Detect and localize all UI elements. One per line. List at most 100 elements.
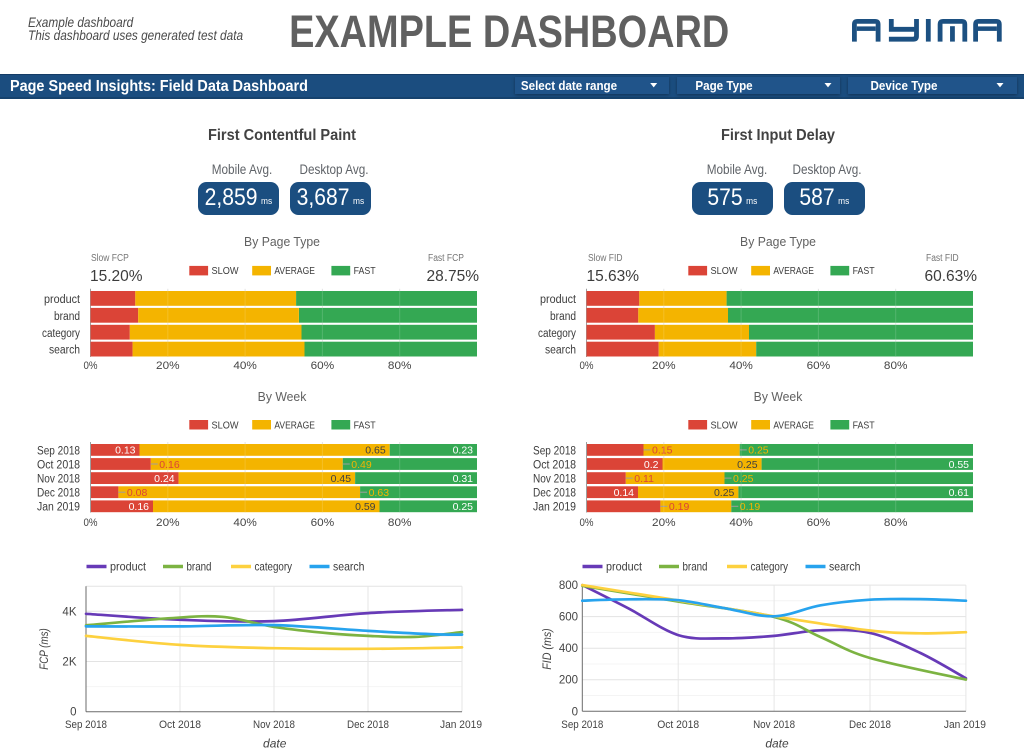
svg-text:800: 800: [559, 580, 578, 592]
svg-text:80%: 80%: [388, 360, 412, 372]
svg-text:0.15: 0.15: [652, 445, 673, 457]
svg-text:80%: 80%: [884, 517, 908, 529]
svg-text:AVERAGE: AVERAGE: [274, 265, 315, 277]
svg-text:0%: 0%: [580, 517, 594, 529]
svg-text:AVERAGE: AVERAGE: [773, 419, 814, 431]
svg-text:0.16: 0.16: [159, 459, 180, 471]
svg-text:Oct 2018: Oct 2018: [159, 719, 201, 731]
svg-text:600: 600: [559, 612, 578, 624]
svg-text:FAST: FAST: [853, 265, 875, 277]
svg-text:date: date: [263, 737, 287, 751]
svg-text:brand: brand: [187, 560, 212, 574]
svg-text:search: search: [49, 345, 80, 357]
svg-text:0.25: 0.25: [453, 501, 474, 513]
svg-text:20%: 20%: [156, 517, 180, 529]
svg-text:Nov 2018: Nov 2018: [37, 474, 80, 486]
svg-text:Oct 2018: Oct 2018: [37, 459, 80, 471]
svg-text:4K: 4K: [62, 606, 76, 618]
svg-text:0%: 0%: [84, 360, 98, 372]
svg-text:60%: 60%: [311, 360, 335, 372]
svg-text:80%: 80%: [388, 517, 412, 529]
svg-text:Dec 2018: Dec 2018: [347, 719, 389, 731]
svg-text:0.25: 0.25: [733, 473, 754, 485]
svg-text:brand: brand: [54, 311, 80, 323]
svg-text:0.11: 0.11: [634, 473, 654, 485]
svg-text:FCP (ms): FCP (ms): [39, 628, 51, 670]
svg-text:0.16: 0.16: [129, 501, 150, 513]
svg-text:search: search: [829, 560, 861, 574]
svg-text:0.19: 0.19: [740, 501, 761, 513]
svg-text:category: category: [255, 560, 293, 574]
svg-text:Nov 2018: Nov 2018: [253, 719, 295, 731]
svg-text:0.25: 0.25: [737, 459, 758, 471]
svg-text:product: product: [606, 560, 643, 574]
svg-text:40%: 40%: [233, 360, 257, 372]
svg-text:brand: brand: [683, 560, 708, 574]
svg-text:20%: 20%: [652, 517, 676, 529]
svg-text:AVERAGE: AVERAGE: [274, 419, 315, 431]
svg-text:0.63: 0.63: [369, 487, 390, 499]
svg-text:2K: 2K: [62, 657, 76, 669]
svg-text:60%: 60%: [807, 360, 831, 372]
svg-text:SLOW: SLOW: [711, 419, 738, 431]
svg-text:20%: 20%: [652, 360, 676, 372]
svg-text:Nov 2018: Nov 2018: [753, 719, 795, 731]
svg-text:40%: 40%: [233, 517, 257, 529]
svg-text:FAST: FAST: [853, 419, 875, 431]
svg-text:Jan 2019: Jan 2019: [944, 719, 986, 731]
svg-text:Sep 2018: Sep 2018: [37, 445, 80, 457]
svg-text:0.19: 0.19: [669, 501, 690, 513]
svg-text:product: product: [110, 560, 147, 574]
svg-text:20%: 20%: [156, 360, 180, 372]
svg-text:0.13: 0.13: [115, 445, 136, 457]
svg-text:0.23: 0.23: [453, 445, 474, 457]
svg-text:Dec 2018: Dec 2018: [849, 719, 891, 731]
svg-text:FAST: FAST: [354, 419, 376, 431]
svg-text:400: 400: [559, 643, 578, 655]
svg-text:0.24: 0.24: [154, 473, 175, 485]
svg-text:brand: brand: [550, 311, 576, 323]
svg-text:category: category: [751, 560, 789, 574]
svg-text:Sep 2018: Sep 2018: [561, 719, 603, 731]
svg-text:0.25: 0.25: [748, 445, 769, 457]
svg-text:product: product: [44, 294, 81, 306]
svg-text:Jan 2019: Jan 2019: [440, 719, 482, 731]
svg-text:SLOW: SLOW: [711, 265, 738, 277]
svg-text:Jan 2019: Jan 2019: [533, 502, 576, 514]
svg-text:0.65: 0.65: [365, 445, 386, 457]
svg-text:Sep 2018: Sep 2018: [533, 445, 576, 457]
svg-text:0.31: 0.31: [453, 473, 474, 485]
svg-text:80%: 80%: [884, 360, 908, 372]
svg-text:category: category: [42, 328, 80, 340]
svg-text:200: 200: [559, 675, 578, 687]
svg-text:0.49: 0.49: [351, 459, 372, 471]
svg-text:product: product: [540, 294, 577, 306]
svg-text:0.14: 0.14: [614, 487, 635, 499]
svg-text:60%: 60%: [311, 517, 335, 529]
svg-text:40%: 40%: [729, 360, 753, 372]
svg-text:0.61: 0.61: [949, 487, 970, 499]
svg-text:Nov 2018: Nov 2018: [533, 474, 576, 486]
svg-text:0.08: 0.08: [127, 487, 148, 499]
svg-text:search: search: [333, 560, 365, 574]
svg-text:date: date: [765, 737, 789, 751]
svg-text:0.55: 0.55: [949, 459, 970, 471]
svg-text:0%: 0%: [580, 360, 594, 372]
svg-text:Sep 2018: Sep 2018: [65, 719, 107, 731]
svg-text:Jan 2019: Jan 2019: [37, 502, 80, 514]
svg-text:Dec 2018: Dec 2018: [37, 488, 80, 500]
svg-text:category: category: [538, 328, 576, 340]
svg-text:60%: 60%: [807, 517, 831, 529]
svg-text:search: search: [545, 345, 576, 357]
svg-text:0: 0: [70, 707, 76, 719]
svg-text:Oct 2018: Oct 2018: [657, 719, 699, 731]
svg-text:SLOW: SLOW: [212, 265, 239, 277]
svg-text:0%: 0%: [84, 517, 98, 529]
svg-text:0.2: 0.2: [644, 459, 659, 471]
svg-text:0.25: 0.25: [714, 487, 735, 499]
svg-text:FID (ms): FID (ms): [542, 628, 554, 670]
svg-text:0.59: 0.59: [355, 501, 376, 513]
svg-text:AVERAGE: AVERAGE: [773, 265, 814, 277]
svg-text:40%: 40%: [729, 517, 753, 529]
svg-text:Dec 2018: Dec 2018: [533, 488, 576, 500]
